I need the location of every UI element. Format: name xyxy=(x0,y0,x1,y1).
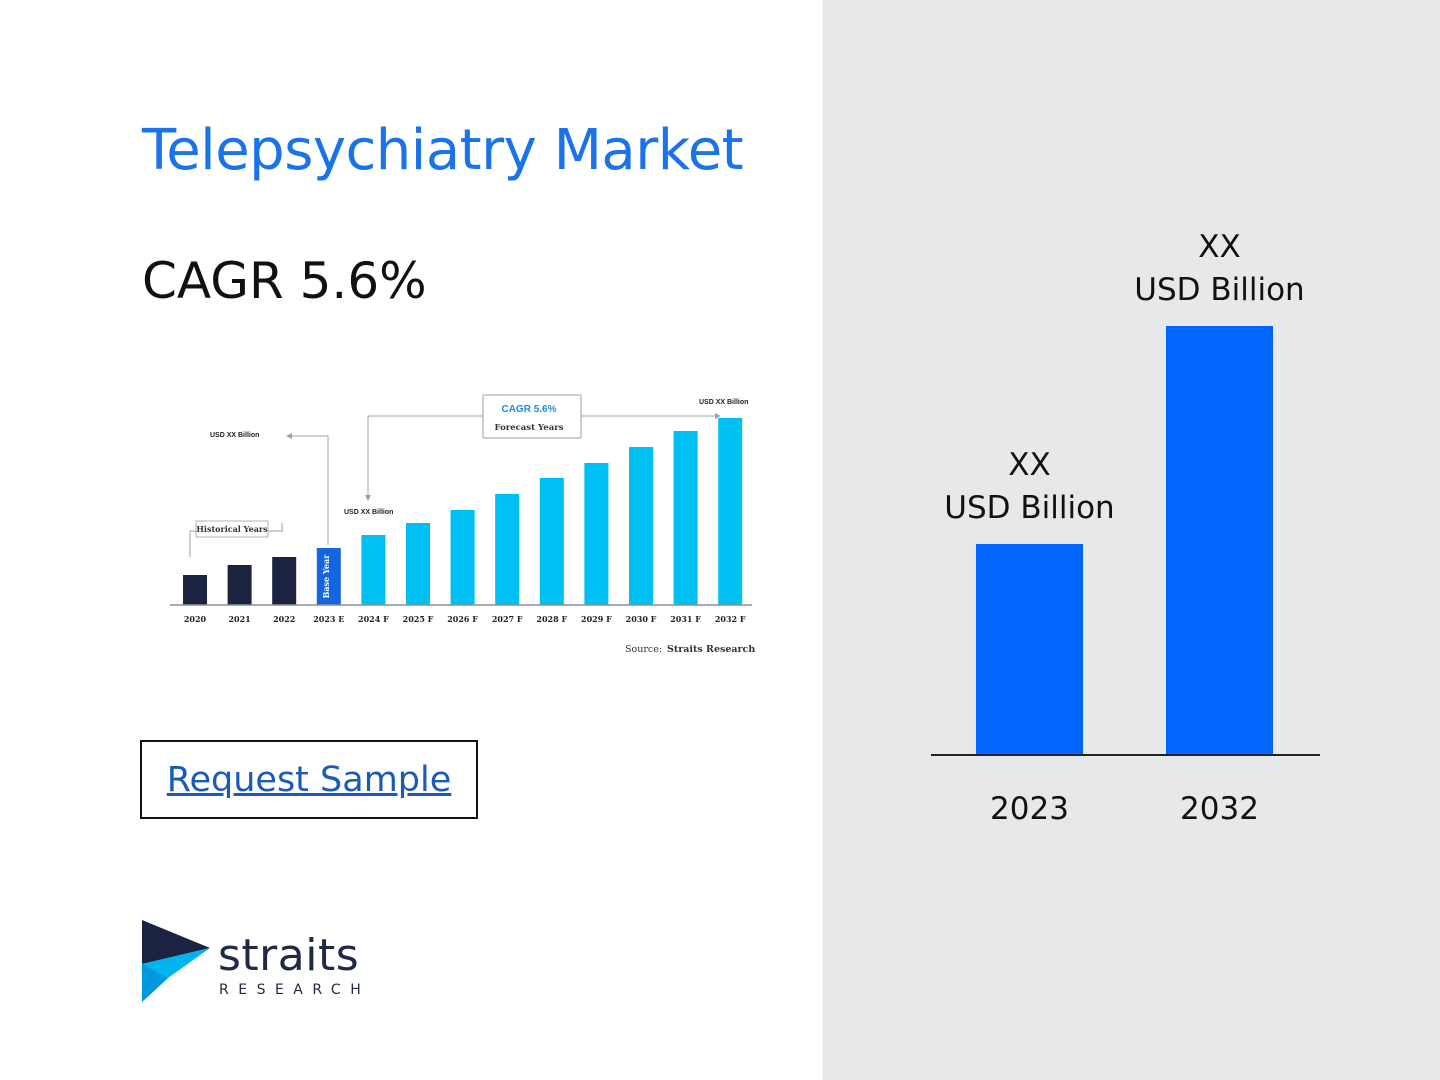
source-prefix: Source: xyxy=(625,644,662,655)
mini-bar-2030-f xyxy=(629,447,653,605)
main-bar-2023 xyxy=(976,544,1083,755)
historical-label: Historical Years xyxy=(196,524,268,534)
logo-wordmark: straits xyxy=(218,930,360,981)
historical-label-box xyxy=(195,520,269,538)
market-size-chart: XX USD Billion 2023 XX USD Billion 2032 xyxy=(931,229,1320,827)
base-year-label: Base Year xyxy=(321,554,331,599)
right-panel xyxy=(823,0,1440,1080)
end-value-label: USD XX Billion xyxy=(699,399,748,406)
mini-tick-label: 2029 F xyxy=(581,614,612,624)
main-tick-label: 2032 xyxy=(1180,791,1259,827)
mini-tick-label: 2032 F xyxy=(715,614,746,624)
mini-bar-2025-f xyxy=(406,523,430,605)
mini-tick-label: 2026 F xyxy=(447,614,478,624)
start-value-arrowhead xyxy=(286,433,292,439)
mini-tick-label: 2030 F xyxy=(626,614,657,624)
mini-bar-2022 xyxy=(272,557,297,605)
forecast-mini-chart: Base Year 2020 2021 2022 2023 E 2024 F 2025 F… xyxy=(170,394,755,655)
request-sample-button[interactable]: Request Sample xyxy=(140,740,478,819)
start-value-connector xyxy=(290,435,329,545)
mini-tick-label: 2020 xyxy=(184,614,207,624)
mini-bar-2021 xyxy=(227,565,252,605)
mini-bar-2024-f xyxy=(361,535,386,605)
logo-subtitle: RESEARCH xyxy=(219,982,371,998)
mini-bar-2031-f xyxy=(673,431,698,605)
mini-bar-2027-f xyxy=(495,494,520,605)
main-bar-2032 xyxy=(1166,326,1273,755)
mini-tick-label: 2023 E xyxy=(313,614,344,624)
forecast-years-label: Forecast Years xyxy=(495,423,564,433)
main-bar-value-label: XX xyxy=(1008,447,1050,483)
mini-tick-label: 2022 xyxy=(273,614,295,624)
source-name: Straits Research xyxy=(667,644,755,655)
mini-bar-2026-f xyxy=(450,510,475,605)
forecast-connector-left xyxy=(367,415,483,497)
main-bar-unit-label: USD Billion xyxy=(1134,272,1304,308)
main-bar-unit-label: USD Billion xyxy=(944,490,1114,526)
mini-tick-label: 2028 F xyxy=(536,614,567,624)
mini-tick-label: 2024 F xyxy=(358,614,389,624)
mini-cagr-label: CAGR 5.6% xyxy=(501,404,556,415)
mini-bar-2029-f xyxy=(584,463,609,605)
mini-tick-label: 2025 F xyxy=(403,614,434,624)
mini-bar-2028-f xyxy=(539,478,564,605)
historical-bracket-right xyxy=(281,523,283,532)
cagr-headline: CAGR 5.6% xyxy=(142,252,427,310)
mini-bar-2020 xyxy=(183,575,207,605)
forecast-arrowhead-right xyxy=(715,413,721,419)
page-title: Telepsychiatry Market xyxy=(142,118,744,183)
mini-bar-2032-f xyxy=(718,418,743,605)
base-value-label: USD XX Billion xyxy=(344,509,393,516)
mini-tick-label: 2031 F xyxy=(670,614,701,624)
mini-tick-label: 2021 xyxy=(228,614,250,624)
forecast-arrowhead-left xyxy=(365,495,371,501)
main-bar-value-label: XX xyxy=(1198,229,1240,265)
request-sample-label: Request Sample xyxy=(166,759,452,800)
straits-logo-icon xyxy=(142,920,210,1002)
main-tick-label: 2023 xyxy=(990,791,1069,827)
start-value-label: USD XX Billion xyxy=(210,432,259,439)
mini-tick-label: 2027 F xyxy=(492,614,523,624)
mini-bar-2023-e xyxy=(316,548,341,605)
